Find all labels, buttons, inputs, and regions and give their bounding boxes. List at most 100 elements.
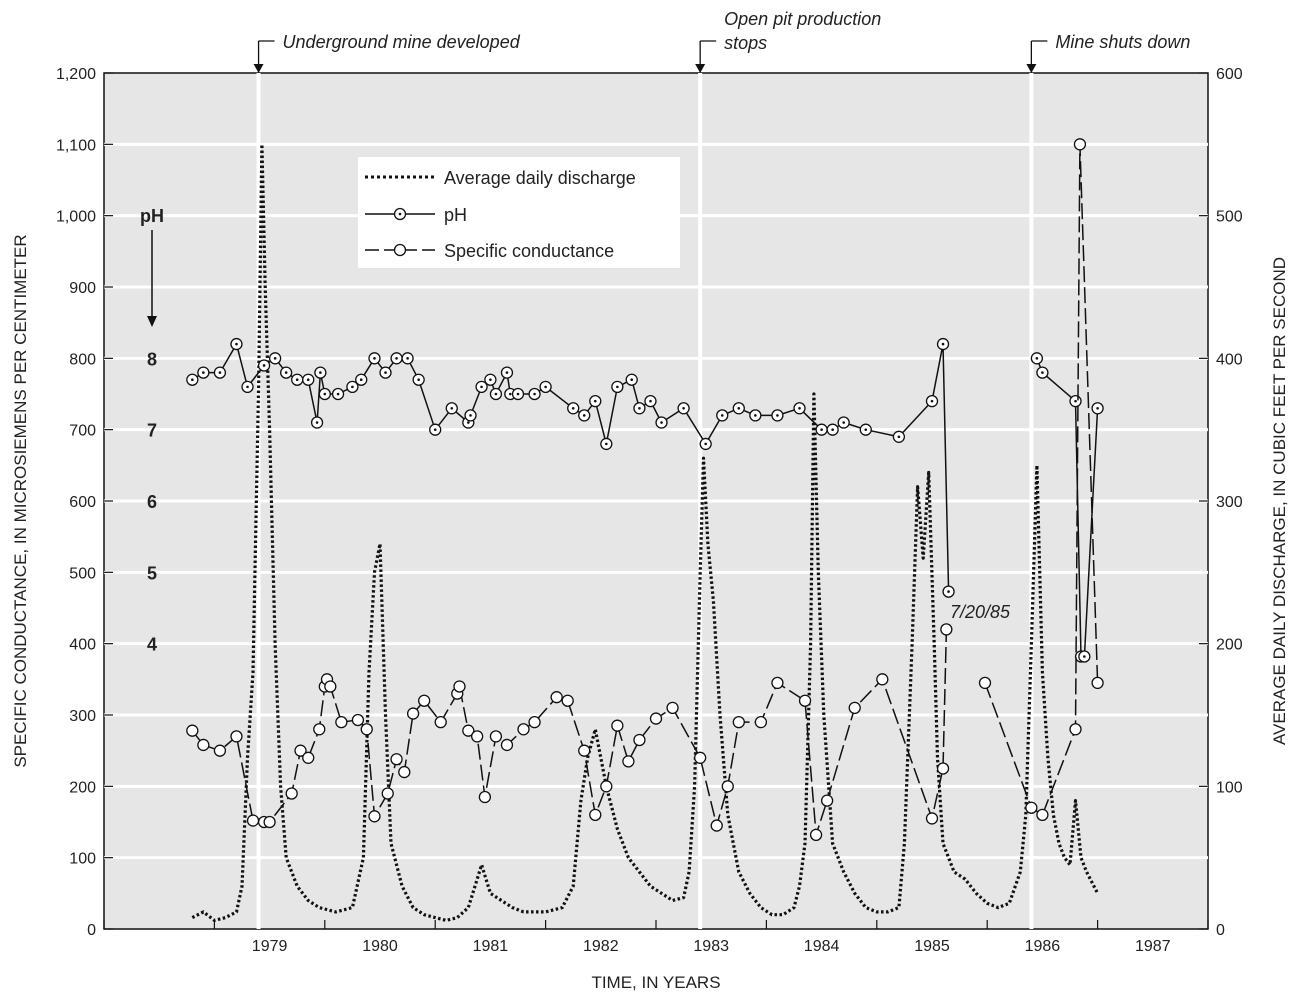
data-point <box>478 790 492 804</box>
data-point-center <box>864 428 868 431</box>
data-point-center <box>820 428 823 431</box>
data-point-center <box>754 414 757 417</box>
data-point-center <box>351 385 354 389</box>
data-point <box>263 815 276 829</box>
y-left-tick-label: 1,000 <box>56 209 96 226</box>
data-point-center <box>306 378 310 382</box>
data-point-center <box>273 357 277 360</box>
data-point <box>710 819 723 832</box>
data-point <box>418 694 431 707</box>
data-point-center <box>246 385 249 389</box>
y-left-tick-label: 300 <box>69 708 96 725</box>
data-point-center <box>776 414 779 417</box>
data-point-center <box>1035 357 1039 360</box>
data-point-center <box>720 414 724 417</box>
data-point-center <box>373 357 376 360</box>
ph-axis-ticks: 8 7 6 5 4 <box>147 349 157 654</box>
data-point-center <box>682 406 685 410</box>
y-left-tick-label: 600 <box>69 494 96 511</box>
data-point-center <box>660 421 663 424</box>
ph-tick-label: 6 <box>147 492 157 512</box>
data-point-center <box>1074 399 1077 403</box>
data-point-center <box>638 406 641 410</box>
y-axis-right-label: AVERAGE DAILY DISCHARGE, IN CUBIC FEET P… <box>1270 257 1289 745</box>
data-point <box>302 751 315 764</box>
y-left-tick-label: 100 <box>69 851 96 868</box>
data-point-center <box>1041 371 1044 374</box>
y-left-tick-label: 900 <box>69 280 96 297</box>
y-left-tick-label: 400 <box>69 637 96 654</box>
data-point <box>335 715 348 729</box>
data-point <box>550 691 563 704</box>
data-point-center <box>489 378 492 382</box>
data-point-center <box>218 371 222 374</box>
data-point-center <box>616 385 619 389</box>
data-point <box>848 701 861 715</box>
data-point-center <box>831 428 834 431</box>
y-left-tick-label: 700 <box>69 423 96 440</box>
data-point-center <box>359 378 363 382</box>
data-point <box>940 623 953 636</box>
data-point-center <box>630 378 634 382</box>
discharge-series <box>191 142 1100 923</box>
data-point-center <box>930 399 934 403</box>
series-line <box>984 143 1099 816</box>
y-right-tick-label: 0 <box>1216 922 1225 939</box>
data-point <box>633 733 646 747</box>
data-point <box>453 680 466 693</box>
x-tick-label: 1982 <box>583 938 619 955</box>
data-point <box>925 812 939 825</box>
data-point <box>390 753 403 766</box>
data-point <box>1069 723 1082 736</box>
data-point <box>732 715 745 729</box>
data-point-center <box>262 364 266 367</box>
event-label-line2: stops <box>724 33 767 53</box>
y-left-tick-label: 200 <box>69 779 96 796</box>
event-label: Underground mine developed <box>283 32 521 52</box>
data-point <box>285 787 298 800</box>
ph-tick-label: 5 <box>147 563 157 583</box>
y-left-tick-label: 500 <box>69 565 96 582</box>
data-point <box>517 723 530 736</box>
data-point <box>186 724 199 737</box>
data-point-center <box>315 421 319 424</box>
data-point <box>936 762 950 775</box>
ph-axis-arrow <box>147 230 157 327</box>
data-point <box>649 712 663 725</box>
data-point <box>1036 808 1049 822</box>
y-left-tick-label: 0 <box>87 922 96 939</box>
data-point <box>1073 138 1087 151</box>
data-point-center <box>469 414 472 417</box>
data-point-center <box>384 371 387 374</box>
data-point-center <box>406 357 409 360</box>
x-tick-label: 1983 <box>693 938 729 955</box>
data-point <box>462 724 475 737</box>
data-point <box>1025 801 1038 814</box>
data-point <box>754 715 768 729</box>
data-point-center <box>737 406 741 410</box>
data-point-center <box>649 399 652 403</box>
data-point <box>561 694 574 707</box>
data-point <box>381 787 394 800</box>
legend-conductance-marker <box>393 243 407 257</box>
x-tick-label: 1986 <box>1025 938 1061 955</box>
y-left-tick-label: 800 <box>69 351 96 368</box>
data-point <box>578 744 591 757</box>
data-point <box>351 713 365 727</box>
data-point <box>324 680 337 693</box>
data-point-center <box>842 421 845 424</box>
y-right-tick-label: 500 <box>1216 209 1243 226</box>
data-point <box>434 715 447 729</box>
data-point <box>313 723 326 736</box>
x-tick-label: 1984 <box>804 938 840 955</box>
data-point <box>666 701 679 715</box>
data-point-center <box>533 392 536 396</box>
data-point-center <box>582 414 586 417</box>
y-right-tick-label: 400 <box>1216 351 1243 368</box>
legend-ph-marker-dot <box>398 212 402 216</box>
data-point <box>721 780 734 793</box>
data-point-center <box>417 378 420 382</box>
y-axis-left-label: SPECIFIC CONDUCTANCE, IN MICROSIEMENS PE… <box>11 234 30 767</box>
data-point-center <box>433 428 437 431</box>
data-point <box>230 730 243 743</box>
